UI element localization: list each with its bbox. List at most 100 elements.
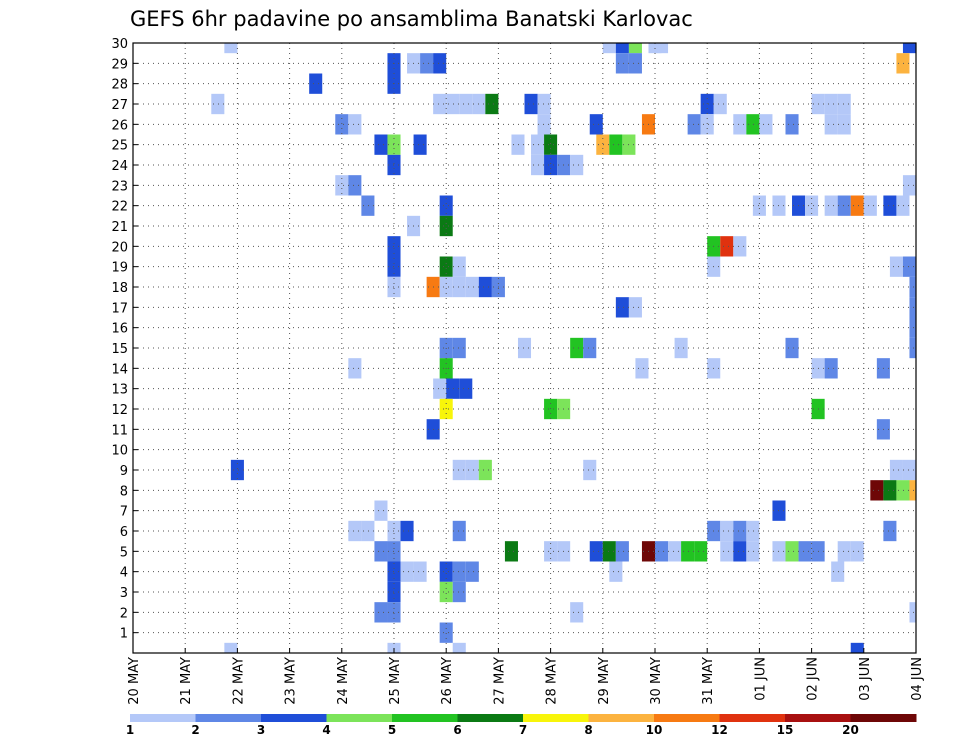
heatmap-cell: [524, 93, 538, 115]
y-tick-label: 9: [120, 464, 128, 479]
heatmap-cell: [615, 541, 629, 562]
colorbar-label: 12: [711, 723, 728, 737]
heatmap-cell: [733, 114, 747, 135]
x-tick-label: 30 MAY: [649, 657, 664, 705]
colorbar-label: 2: [191, 723, 199, 737]
colorbar-label: 6: [453, 723, 461, 737]
heatmap-cell: [720, 520, 734, 542]
heatmap-cell: [511, 134, 525, 155]
heatmap-cell: [909, 317, 916, 338]
colorbar-swatch: [261, 714, 327, 722]
x-tick-label: 03 JUN: [858, 657, 873, 701]
heatmap-cell: [883, 195, 897, 216]
heatmap-cell: [668, 541, 682, 562]
heatmap-cell: [517, 337, 532, 359]
heatmap-cell: [452, 581, 466, 603]
heatmap-cell: [452, 256, 466, 277]
y-axis: 1234567891011121314151617181920212223242…: [111, 37, 138, 642]
heatmap-cell: [831, 561, 845, 582]
heatmap-cell: [609, 561, 623, 582]
heatmap-cell: [224, 642, 238, 653]
heatmap-cell: [387, 642, 401, 653]
heatmap-cell: [459, 93, 473, 115]
heatmap-cell: [537, 114, 551, 135]
y-tick-label: 27: [111, 98, 128, 113]
heatmap-cell: [439, 561, 453, 582]
heatmap-cell: [902, 459, 916, 481]
heatmap-cell: [909, 337, 916, 359]
heatmap-cell: [655, 541, 669, 562]
heatmap-cell: [589, 114, 603, 135]
heatmap-cell: [694, 541, 708, 562]
heatmap-cell: [544, 541, 558, 562]
heatmap-cell: [531, 134, 545, 155]
heatmap-cell: [909, 480, 916, 501]
heatmap-cell: [883, 480, 897, 501]
heatmap-cell: [824, 114, 838, 135]
y-tick-label: 22: [111, 200, 128, 215]
heatmap-cell: [850, 195, 864, 216]
heatmap-cell: [439, 622, 453, 643]
heatmap-cell: [700, 114, 714, 135]
chart-title: GEFS 6hr padavine po ansamblima Banatski…: [130, 7, 693, 31]
heatmap-cell: [746, 520, 760, 542]
heatmap-cell: [889, 256, 903, 277]
heatmap-cell: [452, 459, 466, 481]
heatmap-cell: [824, 358, 838, 379]
heatmap-cell: [374, 500, 388, 521]
heatmap-cell: [902, 256, 916, 277]
x-axis: 20 MAY 21 MAY 22 MAY 23 MAY 24 MAY 25 MAY 26 M…: [127, 648, 925, 705]
y-tick-label: 25: [111, 139, 128, 154]
x-tick-label: 20 MAY: [127, 657, 142, 705]
colorbar-label: 4: [322, 723, 330, 737]
colorbar-swatch: [719, 714, 786, 722]
heatmap-cell: [863, 195, 877, 216]
x-tick-label: 02 JUN: [806, 657, 821, 701]
heatmap-cell: [798, 541, 812, 562]
y-tick-label: 1: [120, 627, 128, 642]
y-tick-label: 29: [111, 57, 128, 72]
y-tick-label: 20: [111, 240, 128, 255]
heatmap-cell: [896, 53, 910, 74]
heatmap-cell: [348, 114, 362, 135]
heatmap-cell: [759, 114, 773, 135]
colorbar-swatch: [326, 714, 393, 722]
x-tick-label: 23 MAY: [284, 657, 299, 705]
x-tick-label: 21 MAY: [179, 657, 194, 705]
heatmap-cell: [348, 358, 362, 379]
heatmap-cell: [889, 459, 903, 481]
heatmap-cell: [478, 459, 492, 481]
heatmap-cell: [570, 337, 584, 359]
heatmap-cell: [837, 541, 851, 562]
heatmap-cell: [452, 520, 466, 542]
colorbar-swatch: [654, 714, 720, 722]
colorbar-swatch: [195, 714, 262, 722]
heatmap-cell: [837, 195, 851, 216]
heatmap-cell: [400, 561, 414, 582]
heatmap-cell: [335, 114, 349, 135]
heatmap-cell: [335, 175, 349, 196]
heatmap-cell: [361, 520, 375, 542]
heatmap-cell: [824, 195, 838, 216]
heatmap-cell: [883, 520, 897, 542]
y-tick-label: 30: [111, 37, 128, 52]
colorbar-swatch: [130, 714, 196, 722]
heatmap-cell: [544, 134, 558, 155]
y-tick-label: 21: [111, 220, 128, 235]
y-tick-label: 18: [111, 281, 128, 296]
heatmap-cell: [850, 642, 864, 653]
colorbar-swatch: [523, 714, 589, 722]
y-tick-label: 5: [120, 545, 128, 560]
heatmap-cell: [589, 541, 603, 562]
heatmap-cell: [544, 154, 558, 176]
colorbar-label: 15: [777, 723, 794, 737]
heatmap-cell: [433, 378, 447, 399]
heatmap-cell: [452, 276, 466, 298]
colorbar-swatch: [392, 714, 458, 722]
colorbar-label: 10: [646, 723, 663, 737]
grid-lines: [133, 43, 916, 653]
heatmap-cell: [837, 114, 851, 135]
heatmap-cell: [439, 276, 453, 298]
heatmap-cell: [615, 297, 629, 318]
heatmap-cell: [609, 134, 623, 155]
